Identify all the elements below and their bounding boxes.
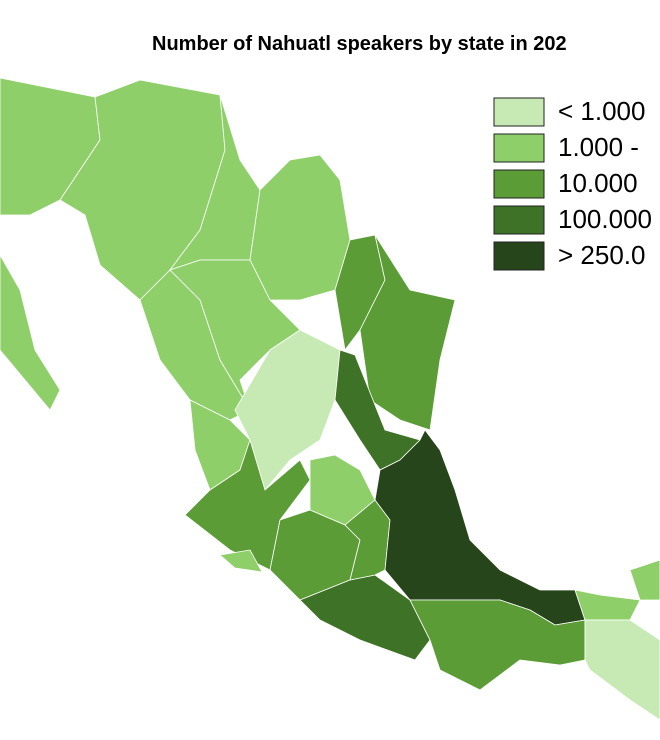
legend-swatch — [493, 97, 545, 127]
map-title: Number of Nahuatl speakers by state in 2… — [152, 33, 567, 55]
state-region — [0, 254, 61, 411]
legend-swatch — [493, 169, 545, 199]
legend-swatch — [493, 133, 545, 163]
states — [0, 77, 660, 721]
legend-label: 10.000 — [558, 168, 638, 198]
state-region — [249, 154, 351, 301]
state-region — [574, 589, 641, 621]
legend-label: < 1.000 — [558, 96, 645, 126]
legend-swatch — [493, 241, 545, 271]
legend-swatch — [493, 205, 545, 235]
state-region — [584, 619, 660, 721]
state-region — [374, 429, 586, 626]
legend: < 1.000 1.000 - 10.000 100.000 > 250.0 — [493, 96, 652, 271]
state-region — [629, 559, 660, 601]
state-region — [359, 234, 456, 431]
state-region — [219, 549, 263, 573]
legend-label: 1.000 - — [558, 132, 639, 162]
legend-label: > 250.0 — [558, 240, 645, 270]
legend-label: 100.000 — [558, 204, 652, 234]
